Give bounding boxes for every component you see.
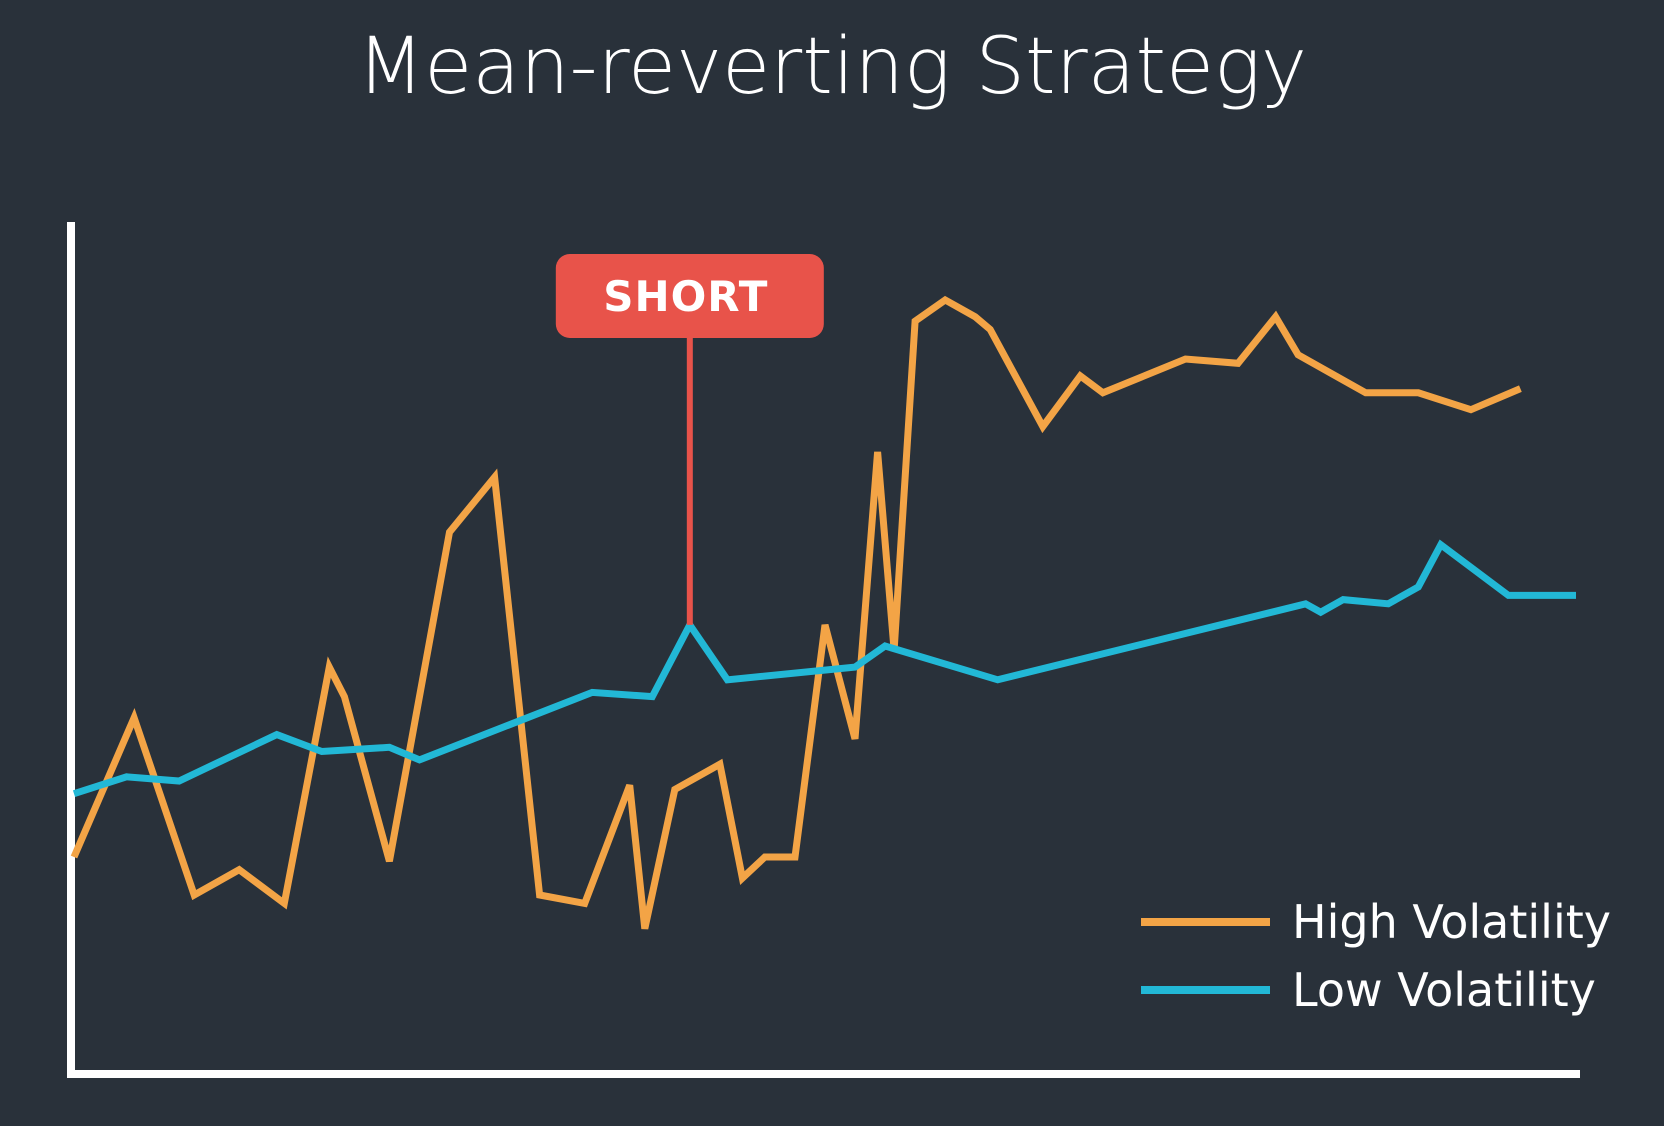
axes [67, 222, 1580, 1078]
legend-label-low-volatility: Low Volatility [1292, 963, 1596, 1017]
series-line-high-volatility [70, 295, 1522, 930]
series-group [70, 295, 1576, 930]
short-badge-label: SHORT [603, 272, 768, 321]
annotation-group: SHORT [555, 254, 824, 625]
series-line-low-volatility [72, 539, 1576, 798]
short-badge [555, 254, 824, 338]
legend: High Volatility Low Volatility [1141, 895, 1611, 1017]
chart-title: Mean-reverting Strategy [356, 22, 1307, 112]
legend-label-high-volatility: High Volatility [1292, 895, 1611, 949]
